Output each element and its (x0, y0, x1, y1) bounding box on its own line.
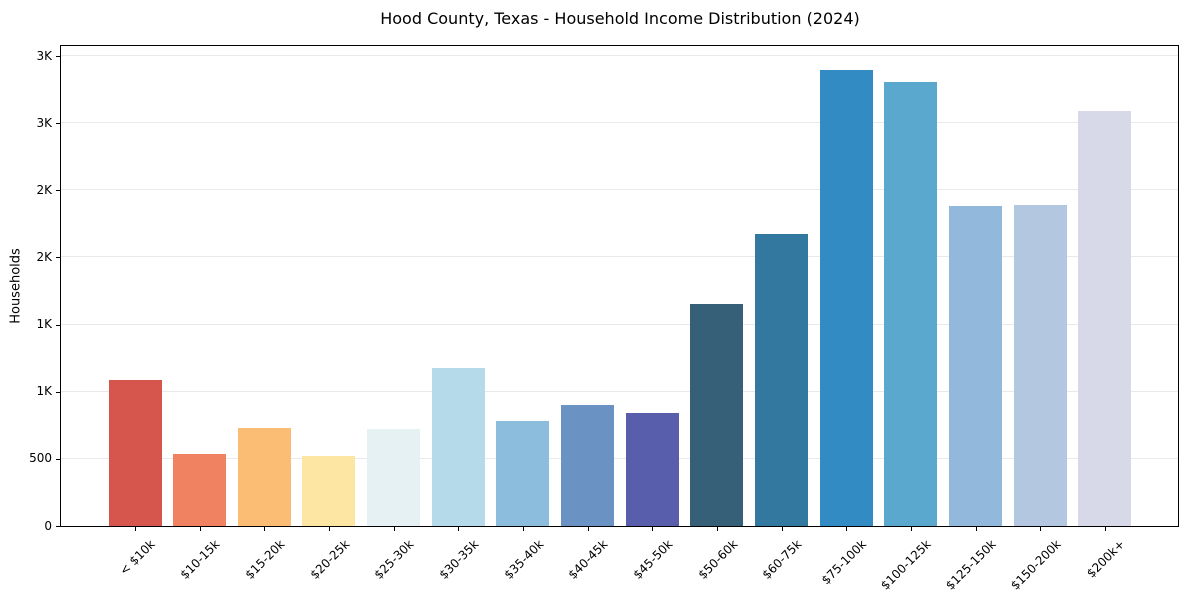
x-tick-label: $200k+ (1084, 537, 1128, 581)
plot-area (60, 45, 1179, 527)
x-tick-mark (328, 527, 330, 531)
gridline-3K (61, 55, 1178, 57)
gridline-1K (61, 390, 1178, 392)
x-tick-mark (910, 527, 912, 531)
x-tick-label: $15-20k (242, 537, 288, 582)
x-tick-label: $45-50k (630, 537, 676, 582)
bar-150-200k (1013, 205, 1067, 526)
bar-35-40k (496, 421, 550, 526)
gridline-1K (61, 323, 1178, 325)
x-tick-mark (716, 527, 718, 531)
bar-20-25k (302, 456, 356, 526)
x-tick-mark (1104, 527, 1106, 531)
x-tick-mark (781, 527, 783, 531)
x-tick-mark (975, 527, 977, 531)
bar-100-125k (884, 81, 938, 526)
x-tick-label: $75-100k (818, 537, 870, 588)
y-tick-label: 3K (36, 115, 52, 130)
gridline-2K (61, 189, 1178, 191)
chart-title: Hood County, Texas - Household Income Di… (380, 9, 860, 28)
x-tick-label: $35-40k (501, 537, 546, 582)
x-tick-label: $30-35k (436, 537, 482, 582)
x-tick-label: $50-60k (694, 537, 740, 582)
x-tick-mark (458, 527, 460, 531)
x-tick-mark (522, 527, 524, 531)
bar-15-20k (237, 428, 291, 526)
y-tick-mark (56, 526, 60, 527)
y-tick-mark (56, 391, 60, 393)
bar-50-60k (690, 304, 744, 526)
x-tick-mark (652, 527, 654, 531)
x-tick-label: $150-200k (1007, 537, 1064, 590)
y-tick-label: 1K (36, 317, 52, 332)
x-tick-mark (846, 527, 848, 531)
bar-30-35k (431, 368, 485, 526)
x-tick-label: $60-75k (759, 537, 805, 582)
x-tick-mark (587, 527, 589, 531)
y-tick-mark (56, 123, 60, 125)
x-tick-label: $25-30k (371, 537, 417, 582)
y-tick-label: 2K (36, 182, 52, 197)
x-tick-label: $125-150k (942, 537, 999, 590)
y-tick-mark (56, 257, 60, 259)
y-tick-mark (56, 56, 60, 58)
bar-60-75k (755, 233, 809, 526)
x-tick-mark (393, 527, 395, 531)
bar-40-45k (561, 404, 615, 526)
x-tick-label: $100-125k (878, 537, 934, 590)
x-tick-mark (264, 527, 266, 531)
gridline-2K (61, 256, 1178, 258)
x-tick-label: < $10k (117, 537, 158, 578)
bar-25-30k (367, 429, 421, 526)
bar-10-15k (173, 453, 227, 526)
x-tick-mark (199, 527, 201, 531)
gridline-500 (61, 457, 1178, 459)
x-tick-mark (1040, 527, 1042, 531)
y-tick-label: 3K (36, 48, 52, 63)
y-tick-label: 1K (36, 384, 52, 399)
bar-10k (108, 379, 162, 526)
x-tick-label: $10-15k (177, 537, 223, 582)
gridline-3K (61, 122, 1178, 124)
bar-75-100k (819, 69, 873, 526)
y-tick-mark (56, 324, 60, 326)
bar-200k (1078, 111, 1132, 526)
bar-45-50k (625, 413, 679, 526)
x-tick-mark (135, 527, 136, 531)
y-tick-mark (56, 458, 60, 460)
bar-125-150k (949, 206, 1003, 526)
y-tick-mark (56, 190, 60, 192)
y-tick-label: 500 (29, 451, 52, 466)
y-tick-label: 0 (44, 518, 52, 533)
x-tick-label: $20-25k (307, 537, 352, 582)
y-tick-label: 2K (36, 249, 52, 264)
x-tick-label: $40-45k (565, 537, 611, 582)
